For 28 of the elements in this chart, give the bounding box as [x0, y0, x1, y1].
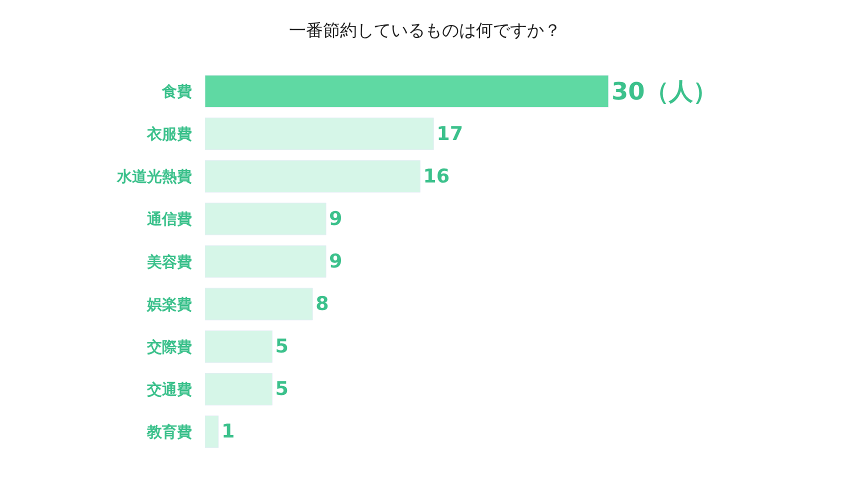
bar: [205, 288, 313, 320]
y-tick-label: 交通費: [146, 380, 192, 398]
data-label: 5: [275, 336, 288, 358]
bar: [205, 416, 219, 448]
bar: [205, 75, 609, 108]
bar: [205, 372, 272, 406]
data-label: 16: [423, 165, 450, 188]
bar: [205, 330, 272, 363]
data-label: 8: [316, 293, 329, 316]
y-tick-label: 食費: [161, 82, 192, 101]
bar: [205, 202, 326, 236]
y-tick-label: 教育費: [146, 422, 192, 441]
data-label: 9: [329, 250, 342, 272]
bar: [205, 118, 434, 150]
bar: [205, 160, 420, 193]
y-tick-label: 通信費: [146, 210, 192, 228]
y-tick-label: 美容費: [146, 252, 192, 271]
bar: [205, 245, 326, 278]
data-label: 9: [329, 208, 342, 230]
y-tick-label: 交際費: [146, 338, 192, 356]
y-tick-label: 衣服費: [146, 125, 192, 144]
data-label: 30（人）: [611, 77, 717, 106]
data-label: 5: [275, 378, 288, 400]
data-label: 17: [436, 122, 464, 145]
y-tick-label: 娯楽費: [146, 295, 192, 314]
chart-title: 一番節約しているものは何ですか？: [289, 20, 561, 41]
y-tick-label: 水道光熱費: [116, 168, 192, 186]
data-label: 1: [221, 420, 235, 443]
